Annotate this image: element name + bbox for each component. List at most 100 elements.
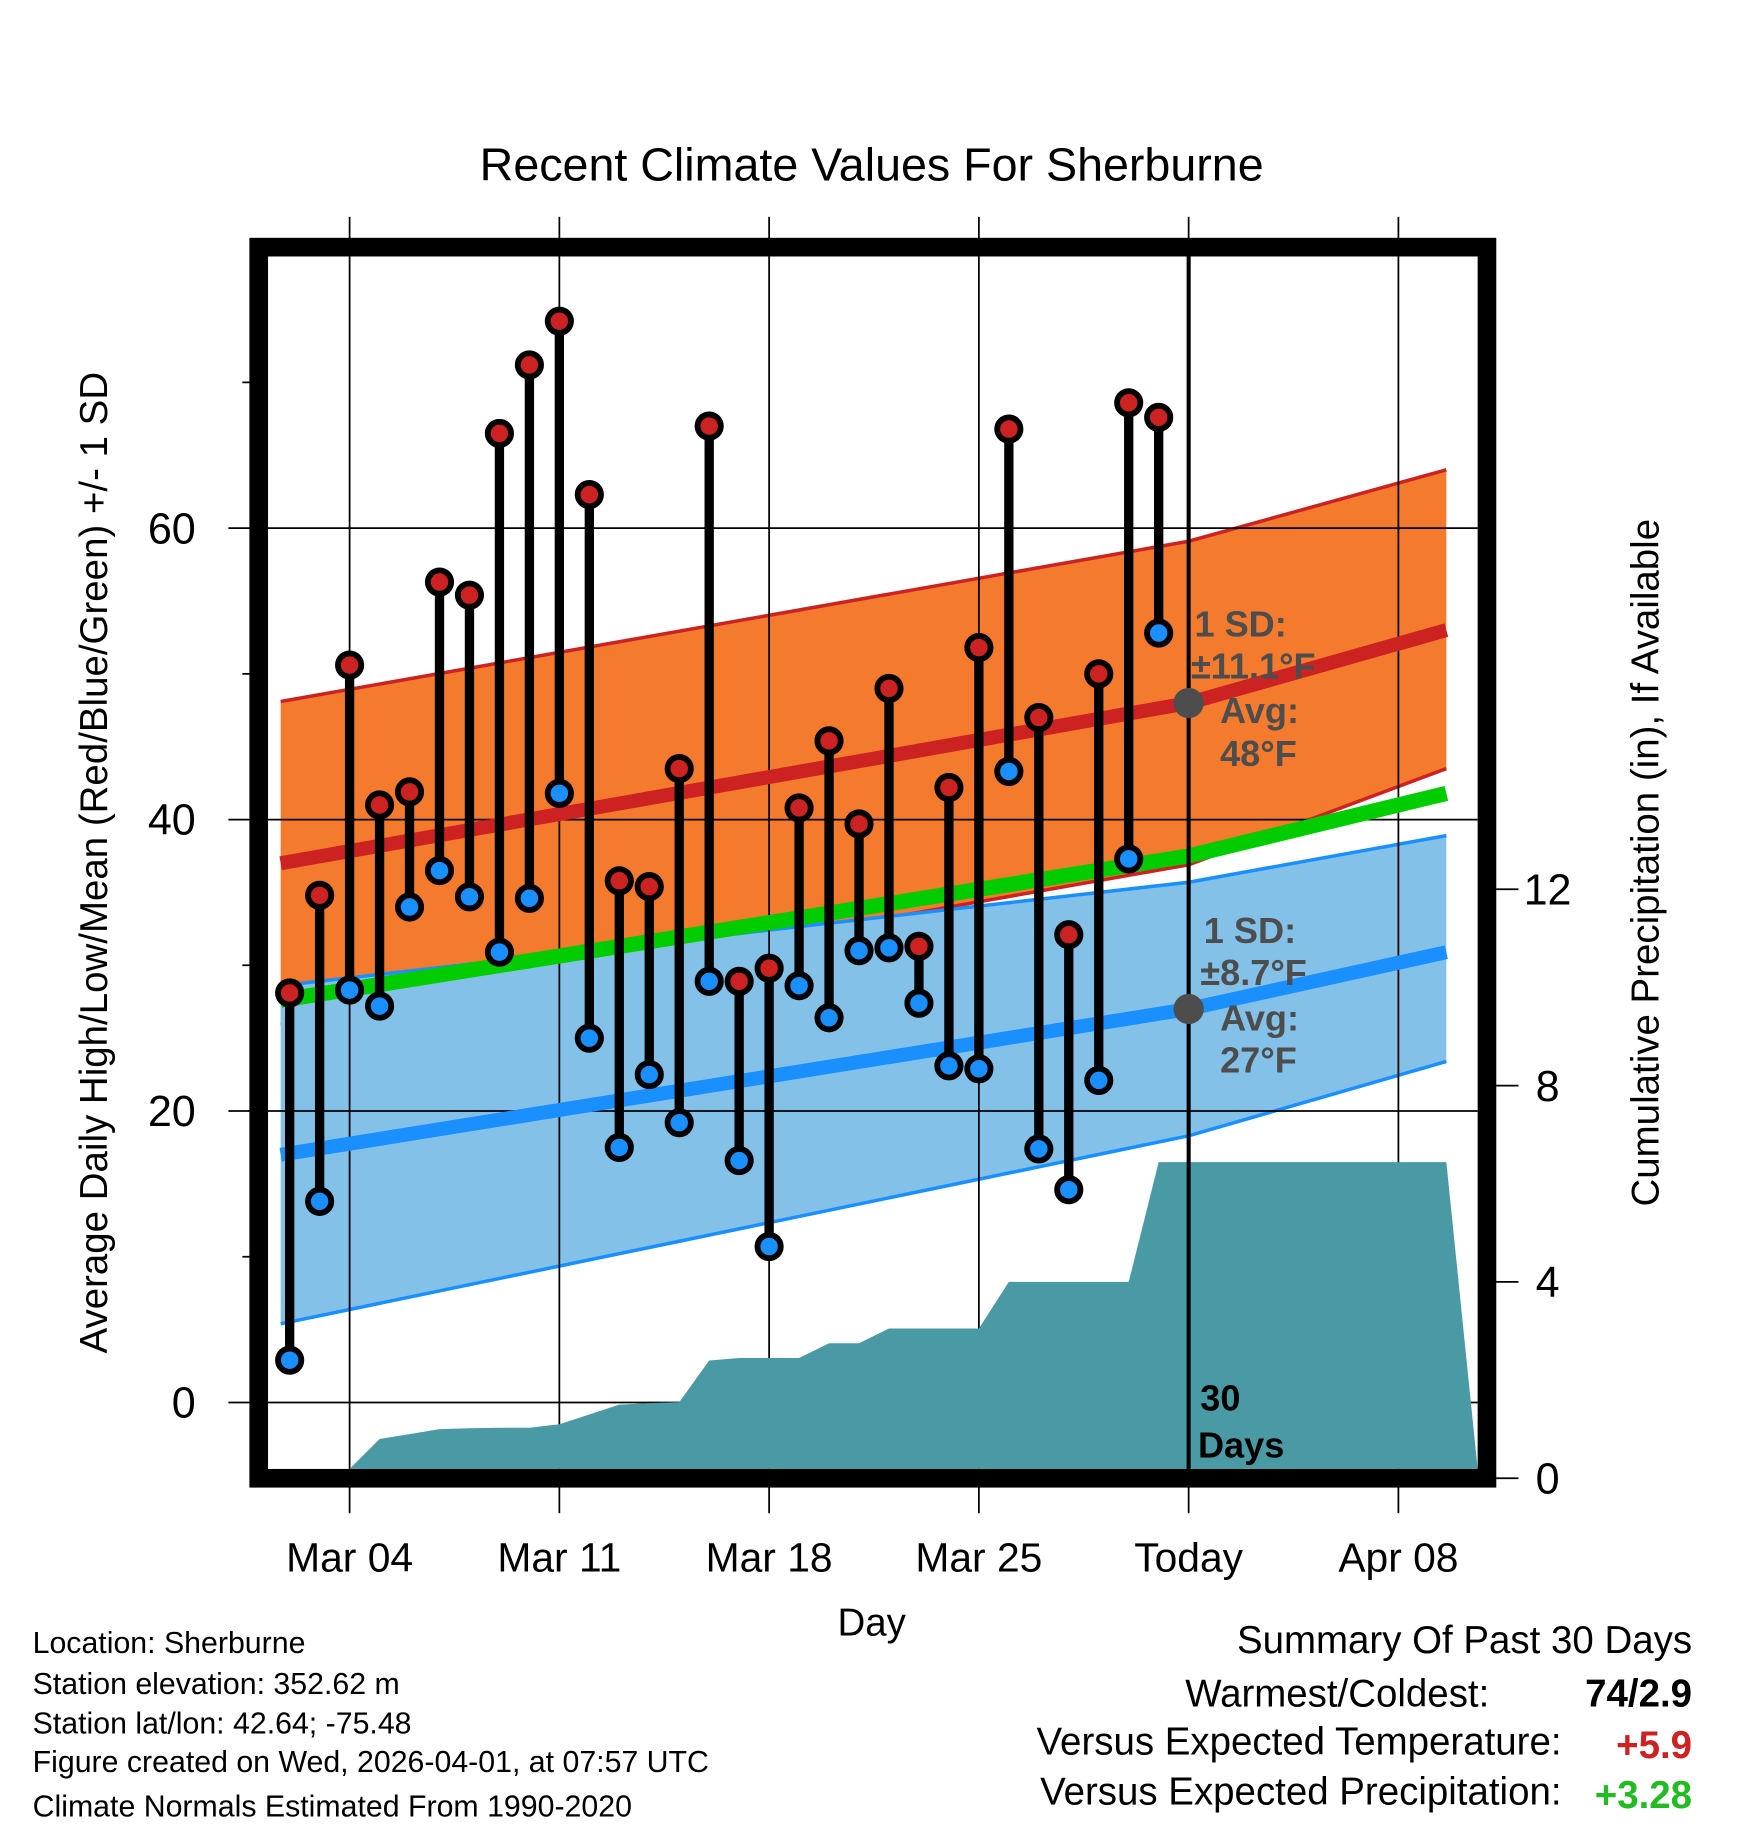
y-axis-label: Average Daily High/Low/Mean (Red/Blue/Gr…: [73, 372, 116, 1354]
y-tick-label: 40: [148, 797, 196, 845]
y2-tick-label: 8: [1536, 1063, 1560, 1111]
plot-frame: [249, 237, 1497, 1488]
warmest-value: 74/2.9: [1585, 1673, 1692, 1716]
footer-location: Location: Sherburne: [33, 1627, 306, 1660]
footer-info: Location: Sherburne Station elevation: 3…: [33, 1627, 709, 1823]
daily-high-point: [784, 793, 814, 823]
y-tick-label: 0: [172, 1380, 196, 1428]
y2-tick-label: 4: [1536, 1259, 1560, 1307]
daily-low-point: [484, 937, 514, 967]
daily-high-point: [1144, 402, 1174, 432]
daily-low-point: [275, 1345, 305, 1375]
daily-low-point: [874, 933, 904, 963]
daily-low-point: [1084, 1065, 1114, 1095]
daily-high-point: [1084, 659, 1114, 689]
daily-low-point: [394, 892, 425, 922]
x-tick-label: Mar 25: [915, 1535, 1042, 1581]
daily-low-point: [305, 1186, 335, 1216]
daily-low-point: [604, 1132, 634, 1163]
daily-high-point: [1024, 702, 1054, 733]
daily-low-point: [574, 1023, 604, 1053]
warmest-label: Warmest/Coldest:: [1185, 1673, 1489, 1716]
daily-high-point: [275, 978, 305, 1008]
chart-title: Recent Climate Values For Sherburne: [480, 139, 1264, 191]
daily-low-point: [1054, 1175, 1084, 1205]
daily-high-point: [394, 777, 425, 807]
daily-high-point: [664, 753, 694, 784]
daily-low-point: [1024, 1134, 1054, 1164]
temp-label: Versus Expected Temperature:: [1037, 1721, 1562, 1764]
high-avg-marker: [1173, 687, 1204, 719]
daily-low-point: [994, 756, 1024, 787]
daily-low-point: [904, 988, 934, 1018]
high-avg-label: Avg:: [1220, 690, 1299, 731]
y-tick-label: 60: [148, 505, 196, 553]
high-annotation: 1 SD: ±11.1°F Avg: 48°F: [1191, 604, 1316, 774]
summary: Summary Of Past 30 Days Warmest/Coldest:…: [1037, 1619, 1693, 1817]
low-sd-label: 1 SD:: [1204, 910, 1296, 951]
x-tick-label: Mar 18: [706, 1535, 833, 1581]
low-annotation: 1 SD: ±8.7°F Avg: 27°F: [1200, 910, 1307, 1080]
temp-value: +5.9: [1616, 1724, 1692, 1767]
daily-high-point: [604, 866, 634, 896]
footer-created: Figure created on Wed, 2026-04-01, at 07…: [33, 1746, 709, 1779]
daily-high-point: [574, 480, 604, 510]
daily-low-point: [664, 1108, 694, 1138]
daily-low-point: [634, 1060, 664, 1090]
daily-low-point: [964, 1054, 994, 1084]
y2-tick-label: 12: [1524, 866, 1572, 914]
days-count: 30: [1200, 1378, 1240, 1419]
daily-high-point: [634, 872, 664, 902]
daily-high-point: [514, 350, 544, 380]
daily-high-point: [724, 966, 754, 996]
daily-high-point: [874, 673, 904, 703]
x-tick-label: Mar 04: [286, 1535, 413, 1581]
summary-title: Summary Of Past 30 Days: [1237, 1619, 1692, 1662]
precip-value: +3.28: [1595, 1774, 1692, 1817]
daily-low-point: [724, 1145, 754, 1176]
footer-normals: Climate Normals Estimated From 1990-2020: [33, 1790, 632, 1823]
daily-high-point: [754, 953, 784, 983]
daily-low-point: [694, 966, 724, 996]
daily-high-point: [934, 772, 964, 803]
daily-high-point: [484, 418, 514, 448]
y2-axis-label: Cumulative Precipitation (in), If Availa…: [1624, 519, 1667, 1207]
high-avg-value: 48°F: [1220, 733, 1297, 774]
days-label: Days: [1198, 1424, 1284, 1465]
daily-high-point: [305, 880, 335, 910]
low-avg-label: Avg:: [1220, 998, 1299, 1039]
low-avg-value: 27°F: [1220, 1040, 1297, 1081]
daily-low-point: [784, 971, 814, 1001]
low-sd-value: ±8.7°F: [1200, 952, 1307, 993]
daily-high-point: [814, 726, 844, 756]
daily-high-point: [335, 650, 365, 680]
daily-low-point: [1114, 844, 1144, 874]
daily-low-point: [544, 778, 574, 808]
daily-low-point: [424, 856, 455, 886]
daily-low-point: [754, 1231, 784, 1262]
daily-high-point: [694, 411, 724, 441]
precip-label: Versus Expected Precipitation:: [1040, 1771, 1561, 1814]
y2-tick-label: 0: [1536, 1455, 1560, 1503]
daily-low-point: [844, 936, 874, 966]
daily-low-point: [1144, 618, 1174, 648]
daily-high-point: [964, 633, 994, 663]
precip-area: [268, 1162, 1478, 1469]
x-tick-label: Mar 11: [497, 1535, 621, 1581]
x-axis-label: Day: [837, 1602, 906, 1645]
daily-high-point: [1114, 388, 1144, 418]
daily-high-point: [544, 306, 574, 336]
footer-latlon: Station lat/lon: 42.64; -75.48: [33, 1708, 412, 1741]
daily-low-point: [514, 883, 544, 913]
high-sd-label: 1 SD:: [1194, 604, 1286, 645]
y-tick-label: 20: [148, 1088, 196, 1136]
x-tick-label: Today: [1134, 1535, 1243, 1581]
x-tick-label: Apr 08: [1338, 1535, 1458, 1581]
daily-low-point: [454, 882, 485, 912]
daily-high-point: [844, 809, 874, 839]
daily-low-point: [335, 975, 365, 1005]
daily-low-point: [934, 1051, 964, 1081]
daily-high-point: [904, 931, 934, 961]
